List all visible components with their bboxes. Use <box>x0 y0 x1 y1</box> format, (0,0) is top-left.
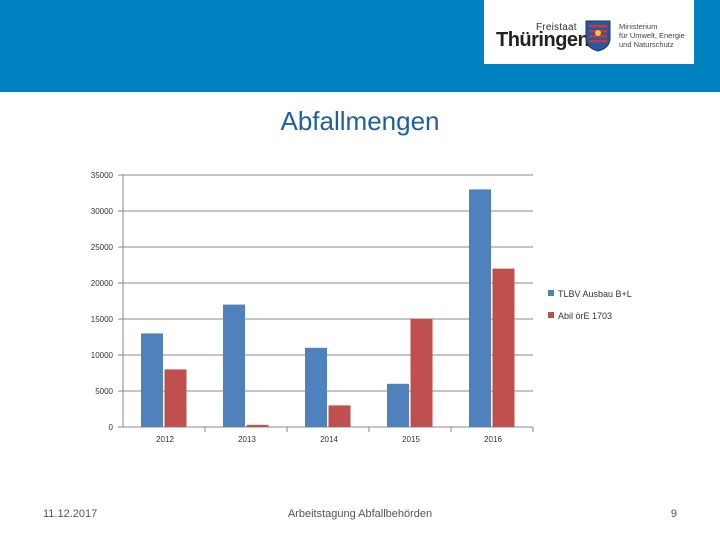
bar-abil-2014 <box>328 405 351 427</box>
bar-tlbv-2013 <box>223 304 245 427</box>
legend-label: TLBV Ausbau B+L <box>558 289 632 299</box>
x-tick-label: 2015 <box>402 435 420 444</box>
ministry-name: Ministerium für Umwelt, Energie und Natu… <box>619 22 691 49</box>
logo-state-text: Freistaat <box>536 22 577 33</box>
x-tick-label: 2013 <box>238 435 256 444</box>
bar-tlbv-2012 <box>141 333 163 427</box>
y-tick-label: 35000 <box>91 171 114 180</box>
y-tick-label: 25000 <box>91 243 114 252</box>
page-number: 9 <box>670 508 677 520</box>
ministry-line-2: für Umwelt, Energie <box>619 31 685 40</box>
bar-tlbv-2014 <box>305 347 327 427</box>
ministry-line-1: Ministerium <box>619 22 658 31</box>
x-tick-label: 2012 <box>156 435 174 444</box>
legend-swatch <box>548 290 554 296</box>
legend-label: Abil örE 1703 <box>558 311 612 321</box>
y-tick-label: 10000 <box>91 351 114 360</box>
bar-chart: 0 5000 10000 15000 20000 25000 30000 35000 2012 2… <box>91 171 632 444</box>
x-tick-label: 2016 <box>484 435 502 444</box>
bar-abil-2012 <box>164 369 187 427</box>
logo-name-text: Thüringen <box>496 29 590 51</box>
bar-tlbv-2016 <box>469 189 491 427</box>
slide-title: Abfallmengen <box>280 106 440 136</box>
y-tick-label: 15000 <box>91 315 114 324</box>
y-tick-label: 5000 <box>95 387 113 396</box>
y-tick-label: 0 <box>109 423 114 432</box>
bar-abil-2015 <box>410 319 433 427</box>
bar-tlbv-2015 <box>387 383 409 427</box>
bar-abil-2016 <box>492 268 515 427</box>
footer-date: 11.12.2017 <box>43 508 98 520</box>
y-tick-label: 20000 <box>91 279 114 288</box>
footer-title: Arbeitstagung Abfallbehörden <box>287 508 433 520</box>
x-tick-label: 2014 <box>320 435 338 444</box>
ministry-line-3: und Naturschutz <box>619 40 674 49</box>
legend-swatch <box>548 312 554 318</box>
y-tick-label: 30000 <box>91 207 114 216</box>
coat-of-arms-icon <box>585 20 611 52</box>
bar-abil-2013 <box>246 424 269 427</box>
